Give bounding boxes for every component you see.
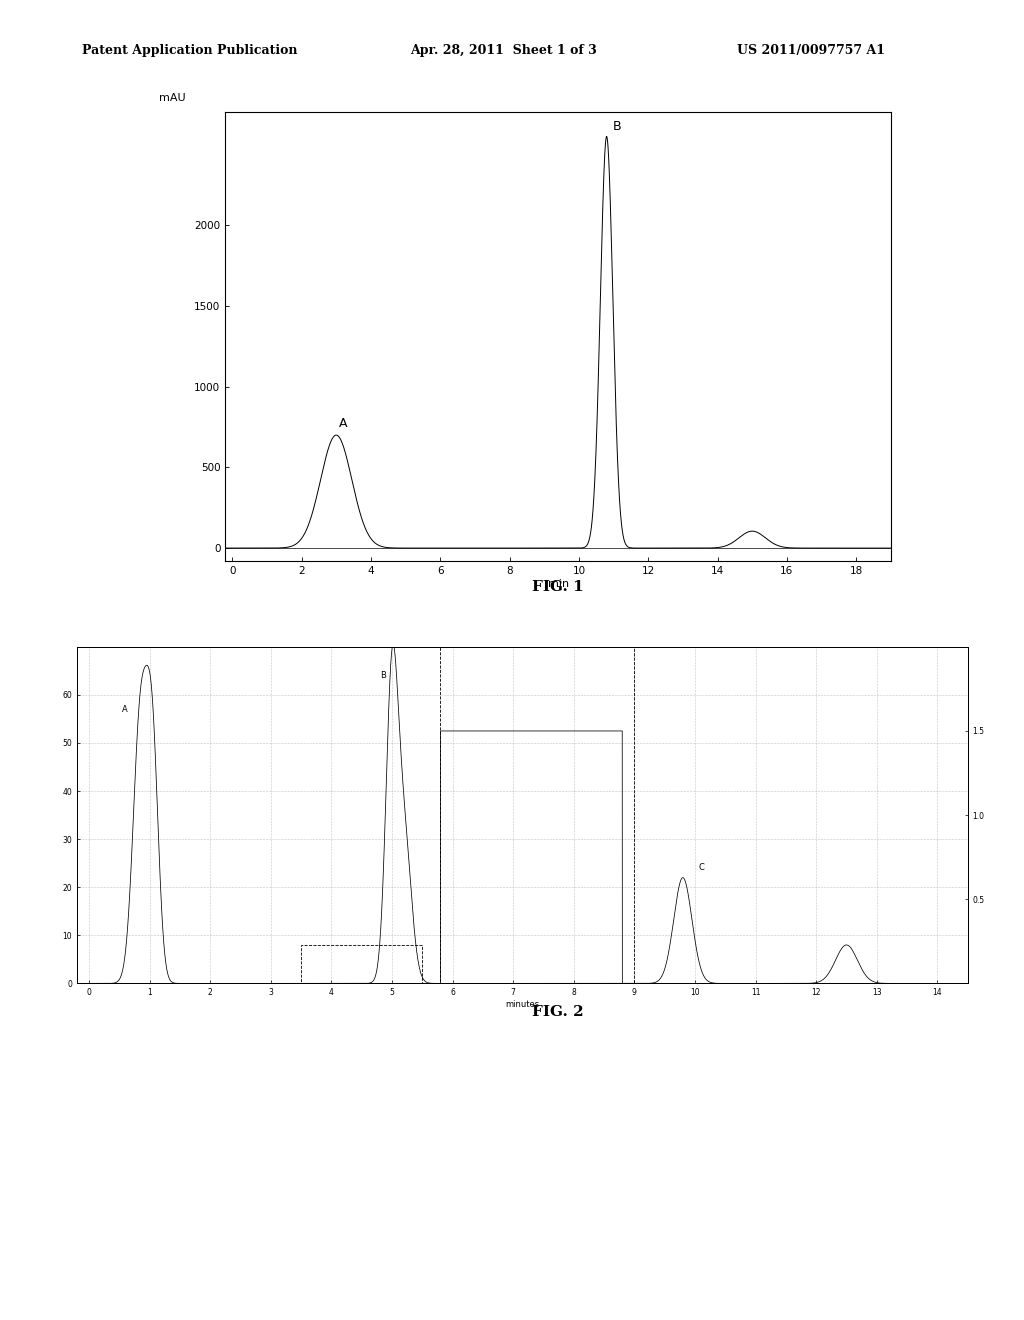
Bar bbox=[301, 945, 422, 983]
Text: C: C bbox=[698, 863, 703, 873]
Text: US 2011/0097757 A1: US 2011/0097757 A1 bbox=[737, 44, 886, 57]
Text: Patent Application Publication: Patent Application Publication bbox=[82, 44, 297, 57]
Text: FIG. 1: FIG. 1 bbox=[532, 581, 584, 594]
Bar bbox=[440, 647, 634, 983]
Text: A: A bbox=[339, 417, 347, 430]
Text: B: B bbox=[380, 671, 386, 680]
Text: mAU: mAU bbox=[159, 94, 185, 103]
Text: FIG. 2: FIG. 2 bbox=[532, 1006, 584, 1019]
X-axis label: min: min bbox=[548, 578, 568, 589]
Text: B: B bbox=[612, 120, 622, 133]
X-axis label: minutes: minutes bbox=[505, 1001, 540, 1008]
Text: Apr. 28, 2011  Sheet 1 of 3: Apr. 28, 2011 Sheet 1 of 3 bbox=[410, 44, 596, 57]
Text: A: A bbox=[123, 705, 128, 714]
